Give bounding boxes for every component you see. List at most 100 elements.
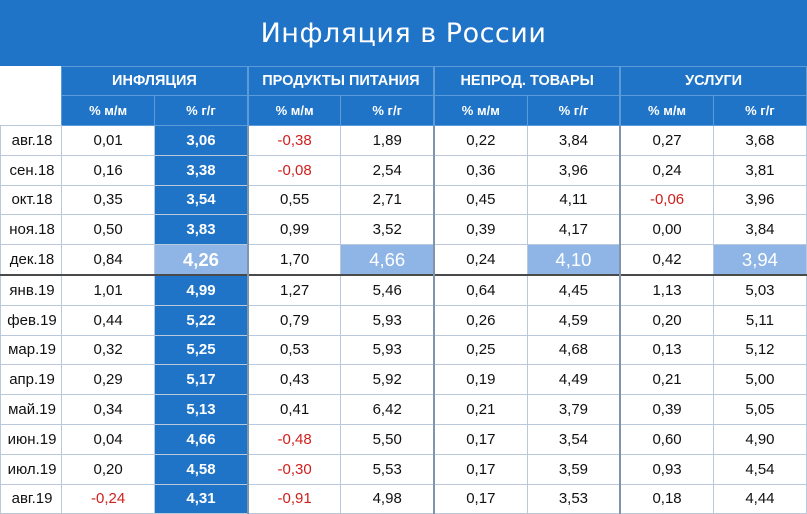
value-cell: 4,45 xyxy=(526,273,621,306)
value-cell: 3,96 xyxy=(712,184,807,216)
value-cell: 0,27 xyxy=(619,125,714,156)
value-cell: 0,34 xyxy=(61,394,156,425)
value-cell: 3,68 xyxy=(712,125,807,156)
group-header-nonfood: НЕПРОД. ТОВАРЫ xyxy=(433,66,621,96)
value-cell: 4,66 xyxy=(340,244,435,276)
value-cell: 0,01 xyxy=(61,125,156,156)
value-cell: 0,60 xyxy=(619,423,714,455)
group-header-row: ИНФЛЯЦИЯ ПРОДУКТЫ ПИТАНИЯ НЕПРОД. ТОВАРЫ… xyxy=(0,66,807,96)
group-header-services: УСЛУГИ xyxy=(619,66,807,96)
month-cell: мар.19 xyxy=(0,334,63,366)
value-cell: 0,21 xyxy=(619,364,714,396)
value-cell: 5,22 xyxy=(154,304,249,336)
value-cell: 0,00 xyxy=(619,214,714,246)
value-cell: 3,84 xyxy=(526,125,621,156)
value-cell: 3,52 xyxy=(340,214,435,246)
month-cell: окт.18 xyxy=(0,184,63,216)
value-cell: 1,01 xyxy=(61,273,156,306)
table-row: мар.19 0,32 5,25 0,53 5,93 0,25 4,68 0,13 5,12 xyxy=(0,334,807,366)
value-cell: 4,99 xyxy=(154,273,249,306)
value-cell: 5,93 xyxy=(340,304,435,336)
value-cell: 0,19 xyxy=(433,364,528,396)
value-cell: 5,53 xyxy=(340,453,435,485)
value-cell: 5,11 xyxy=(712,304,807,336)
value-cell: 5,13 xyxy=(154,394,249,425)
value-cell: 0,50 xyxy=(61,214,156,246)
value-cell: 3,94 xyxy=(712,244,807,276)
month-cell: авг.19 xyxy=(0,483,63,514)
table-row: дек.18 0,84 4,26 1,70 4,66 0,24 4,10 0,42 3,94 xyxy=(0,244,807,276)
value-cell: -0,08 xyxy=(246,154,342,186)
value-cell: -0,91 xyxy=(246,483,342,514)
table-row: апр.19 0,29 5,17 0,43 5,92 0,19 4,49 0,21 5,00 xyxy=(0,364,807,396)
table-row: авг.19 -0,24 4,31 -0,91 4,98 0,17 3,53 0,18 4,44 xyxy=(0,483,807,514)
value-cell: 3,59 xyxy=(526,453,621,485)
sub-header-mm: % м/м xyxy=(61,95,156,126)
value-cell: 0,24 xyxy=(433,244,528,276)
value-cell: 3,54 xyxy=(526,423,621,455)
value-cell: 0,32 xyxy=(61,334,156,366)
month-cell: июн.19 xyxy=(0,423,63,455)
month-cell: май.19 xyxy=(0,394,63,425)
value-cell: 0,84 xyxy=(61,244,156,276)
value-cell: 3,96 xyxy=(526,154,621,186)
value-cell: 5,00 xyxy=(712,364,807,396)
value-cell: 0,44 xyxy=(61,304,156,336)
value-cell: 0,24 xyxy=(619,154,714,186)
value-cell: 4,66 xyxy=(154,423,249,455)
table-row: май.19 0,34 5,13 0,41 6,42 0,21 3,79 0,39 5,05 xyxy=(0,394,807,425)
value-cell: 0,79 xyxy=(246,304,342,336)
value-cell: 5,17 xyxy=(154,364,249,396)
value-cell: 3,38 xyxy=(154,154,249,186)
table-row: июл.19 0,20 4,58 -0,30 5,53 0,17 3,59 0,93 4,54 xyxy=(0,453,807,485)
value-cell: 4,49 xyxy=(526,364,621,396)
value-cell: 0,29 xyxy=(61,364,156,396)
value-cell: 5,03 xyxy=(712,273,807,306)
month-cell: июл.19 xyxy=(0,453,63,485)
value-cell: 4,10 xyxy=(526,244,621,276)
value-cell: 3,79 xyxy=(526,394,621,425)
sub-header-mm: % м/м xyxy=(433,95,528,126)
value-cell: 3,84 xyxy=(712,214,807,246)
value-cell: 0,43 xyxy=(246,364,342,396)
value-cell: 4,31 xyxy=(154,483,249,514)
value-cell: -0,30 xyxy=(246,453,342,485)
group-header-inflation: ИНФЛЯЦИЯ xyxy=(61,66,249,96)
value-cell: 5,12 xyxy=(712,334,807,366)
value-cell: 5,92 xyxy=(340,364,435,396)
sub-header-row: % м/м % г/г % м/м % г/г % м/м % г/г % м/… xyxy=(0,95,807,126)
month-cell: сен.18 xyxy=(0,154,63,186)
value-cell: 4,11 xyxy=(526,184,621,216)
value-cell: 3,81 xyxy=(712,154,807,186)
value-cell: 0,39 xyxy=(433,214,528,246)
table-row: авг.18 0,01 3,06 -0,38 1,89 0,22 3,84 0,27 3,68 xyxy=(0,125,807,156)
value-cell: 4,44 xyxy=(712,483,807,514)
sub-header-mm: % м/м xyxy=(619,95,714,126)
sub-header-yy: % г/г xyxy=(340,95,435,126)
value-cell: 0,20 xyxy=(61,453,156,485)
value-cell: 0,20 xyxy=(619,304,714,336)
chart-title: Инфляция в России xyxy=(0,0,807,66)
value-cell: 5,93 xyxy=(340,334,435,366)
value-cell: 0,17 xyxy=(433,453,528,485)
value-cell: 0,16 xyxy=(61,154,156,186)
value-cell: -0,38 xyxy=(246,125,342,156)
value-cell: 0,35 xyxy=(61,184,156,216)
value-cell: 4,17 xyxy=(526,214,621,246)
value-cell: 1,70 xyxy=(246,244,342,276)
value-cell: -0,06 xyxy=(619,184,714,216)
table-row: июн.19 0,04 4,66 -0,48 5,50 0,17 3,54 0,60 4,90 xyxy=(0,423,807,455)
value-cell: 0,21 xyxy=(433,394,528,425)
table-row: сен.18 0,16 3,38 -0,08 2,54 0,36 3,96 0,24 3,81 xyxy=(0,154,807,186)
value-cell: 0,25 xyxy=(433,334,528,366)
value-cell: 2,54 xyxy=(340,154,435,186)
sub-header-yy: % г/г xyxy=(712,95,807,126)
value-cell: 4,58 xyxy=(154,453,249,485)
value-cell: 4,26 xyxy=(154,244,249,276)
value-cell: 6,42 xyxy=(340,394,435,425)
table-row: янв.19 1,01 4,99 1,27 5,46 0,64 4,45 1,13 5,03 xyxy=(0,273,807,306)
month-cell: фев.19 xyxy=(0,304,63,336)
value-cell: 3,53 xyxy=(526,483,621,514)
value-cell: 0,36 xyxy=(433,154,528,186)
value-cell: 0,17 xyxy=(433,483,528,514)
